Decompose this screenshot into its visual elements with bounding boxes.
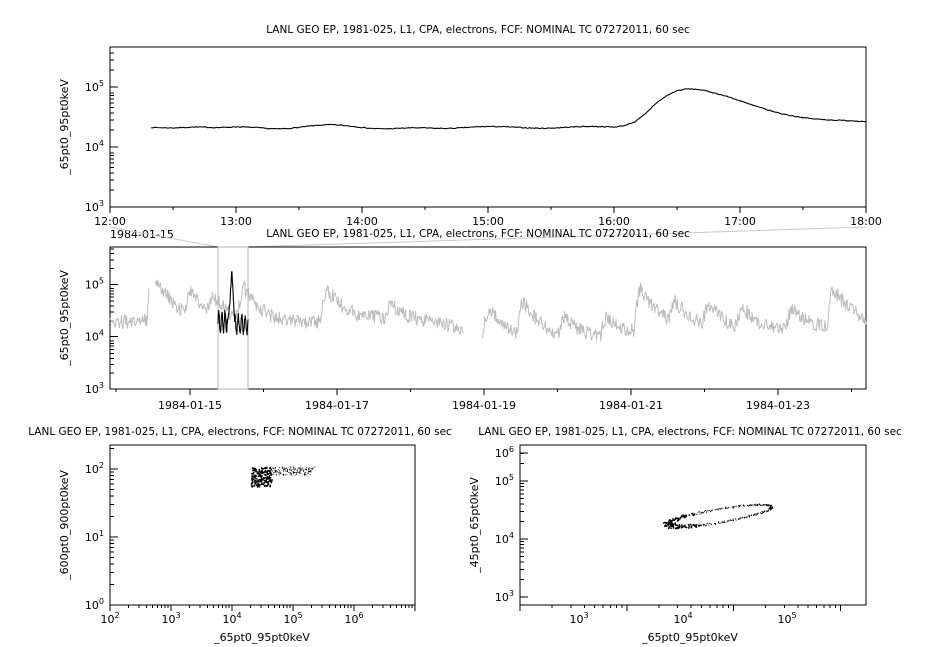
panel-4-scatter-points <box>662 503 774 530</box>
panel-1-xtick-2: 14:00 <box>346 215 378 228</box>
panel-1-y-ticks <box>110 52 118 208</box>
panel-1-ytick-1: 104 <box>85 139 104 154</box>
panel-3-ytick-1: 101 <box>85 529 104 544</box>
panel-timeseries-context-title: LANL GEO EP, 1981-025, L1, CPA, electron… <box>266 228 690 240</box>
panel-4-xtick-2: 105 <box>777 611 796 626</box>
panel-2-ytick-0: 103 <box>85 381 104 396</box>
panel-3-ylabel: _600pt0_900pt0keV <box>58 470 71 581</box>
panel-1-ytick-2: 105 <box>85 79 104 94</box>
panel-3-xtick-0: 102 <box>100 611 119 626</box>
panel-2-ytick-2: 105 <box>85 276 104 291</box>
panel-1-xtick-5: 17:00 <box>724 215 756 228</box>
panel-3-xlabel: _65pt0_95pt0keV <box>213 631 310 644</box>
panel-2-context-trace <box>109 279 867 342</box>
panel-scatter-right: LANL GEO EP, 1981-025, L1, CPA, electron… <box>468 426 902 644</box>
panel-4-xlabel: _65pt0_95pt0keV <box>641 631 738 644</box>
panel-1-ylabel: _65pt0_95pt0keV <box>58 79 71 176</box>
panel-3-xtick-1: 103 <box>161 611 180 626</box>
panel-4-ytick-2: 105 <box>495 473 514 488</box>
panel-4-ytick-1: 104 <box>495 531 514 546</box>
panel-1-xtick-3: 15:00 <box>472 215 504 228</box>
panel-2-x-ticks <box>115 389 852 395</box>
panel-1-ytick-0: 103 <box>85 199 104 214</box>
panel-1-x-ticks <box>109 207 867 213</box>
panel-timeseries-zoom: LANL GEO EP, 1981-025, L1, CPA, electron… <box>58 24 882 241</box>
panel-3-ytick-0: 100 <box>85 597 104 612</box>
panel-scatter-right-title: LANL GEO EP, 1981-025, L1, CPA, electron… <box>478 426 902 438</box>
panel-4-y-ticks <box>520 452 528 598</box>
panel-2-xtick-2: 1984-01-19 <box>452 399 516 412</box>
panel-3-scatter-points <box>250 466 316 488</box>
panel-3-xtick-4: 106 <box>344 611 363 626</box>
panel-4-xtick-0: 103 <box>569 611 588 626</box>
panel-2-ylabel: _65pt0_95pt0keV <box>58 270 71 367</box>
panel-4-ylabel: _45pt0_65pt0keV <box>468 477 481 574</box>
panel-3-x-ticks <box>109 605 416 611</box>
panel-1-xtick-4: 16:00 <box>598 215 630 228</box>
panel-3-y-ticks <box>110 448 118 606</box>
zoom-connector-lines <box>109 226 867 248</box>
panel-timeseries-zoom-title: LANL GEO EP, 1981-025, L1, CPA, electron… <box>266 24 690 36</box>
panel-3-ytick-2: 102 <box>85 461 104 476</box>
panel-4-ytick-0: 103 <box>495 589 514 604</box>
panel-scatter-left: LANL GEO EP, 1981-025, L1, CPA, electron… <box>28 426 452 644</box>
panel-2-xtick-4: 1984-01-23 <box>746 399 810 412</box>
panel-4-xtick-1: 104 <box>673 611 692 626</box>
panel-4-ytick-3: 106 <box>495 445 514 460</box>
panel-1-xtick-6: 18:00 <box>850 215 882 228</box>
panel-1-xtick-1: 13:00 <box>220 215 252 228</box>
panel-4-x-ticks <box>519 605 841 611</box>
panel-2-xtick-1: 1984-01-17 <box>305 399 369 412</box>
panel-1-xtick-0: 12:00 <box>94 215 126 228</box>
panel-2-xtick-3: 1984-01-21 <box>599 399 663 412</box>
panel-1-date-label: 1984-01-15 <box>110 228 174 241</box>
panel-2-highlight-trace <box>217 271 249 336</box>
panel-3-frame <box>109 444 416 606</box>
panel-3-xtick-3: 105 <box>283 611 302 626</box>
panel-4-frame <box>519 444 867 606</box>
panel-2-frame <box>109 246 867 390</box>
panel-3-xtick-2: 104 <box>222 611 241 626</box>
panel-timeseries-context: LANL GEO EP, 1981-025, L1, CPA, electron… <box>58 228 867 412</box>
panel-2-y-ticks <box>110 248 118 390</box>
panel-1-data-trace <box>151 88 867 130</box>
panel-2-ytick-1: 104 <box>85 329 104 344</box>
panel-scatter-left-title: LANL GEO EP, 1981-025, L1, CPA, electron… <box>28 426 452 438</box>
panel-2-xtick-0: 1984-01-15 <box>158 399 222 412</box>
